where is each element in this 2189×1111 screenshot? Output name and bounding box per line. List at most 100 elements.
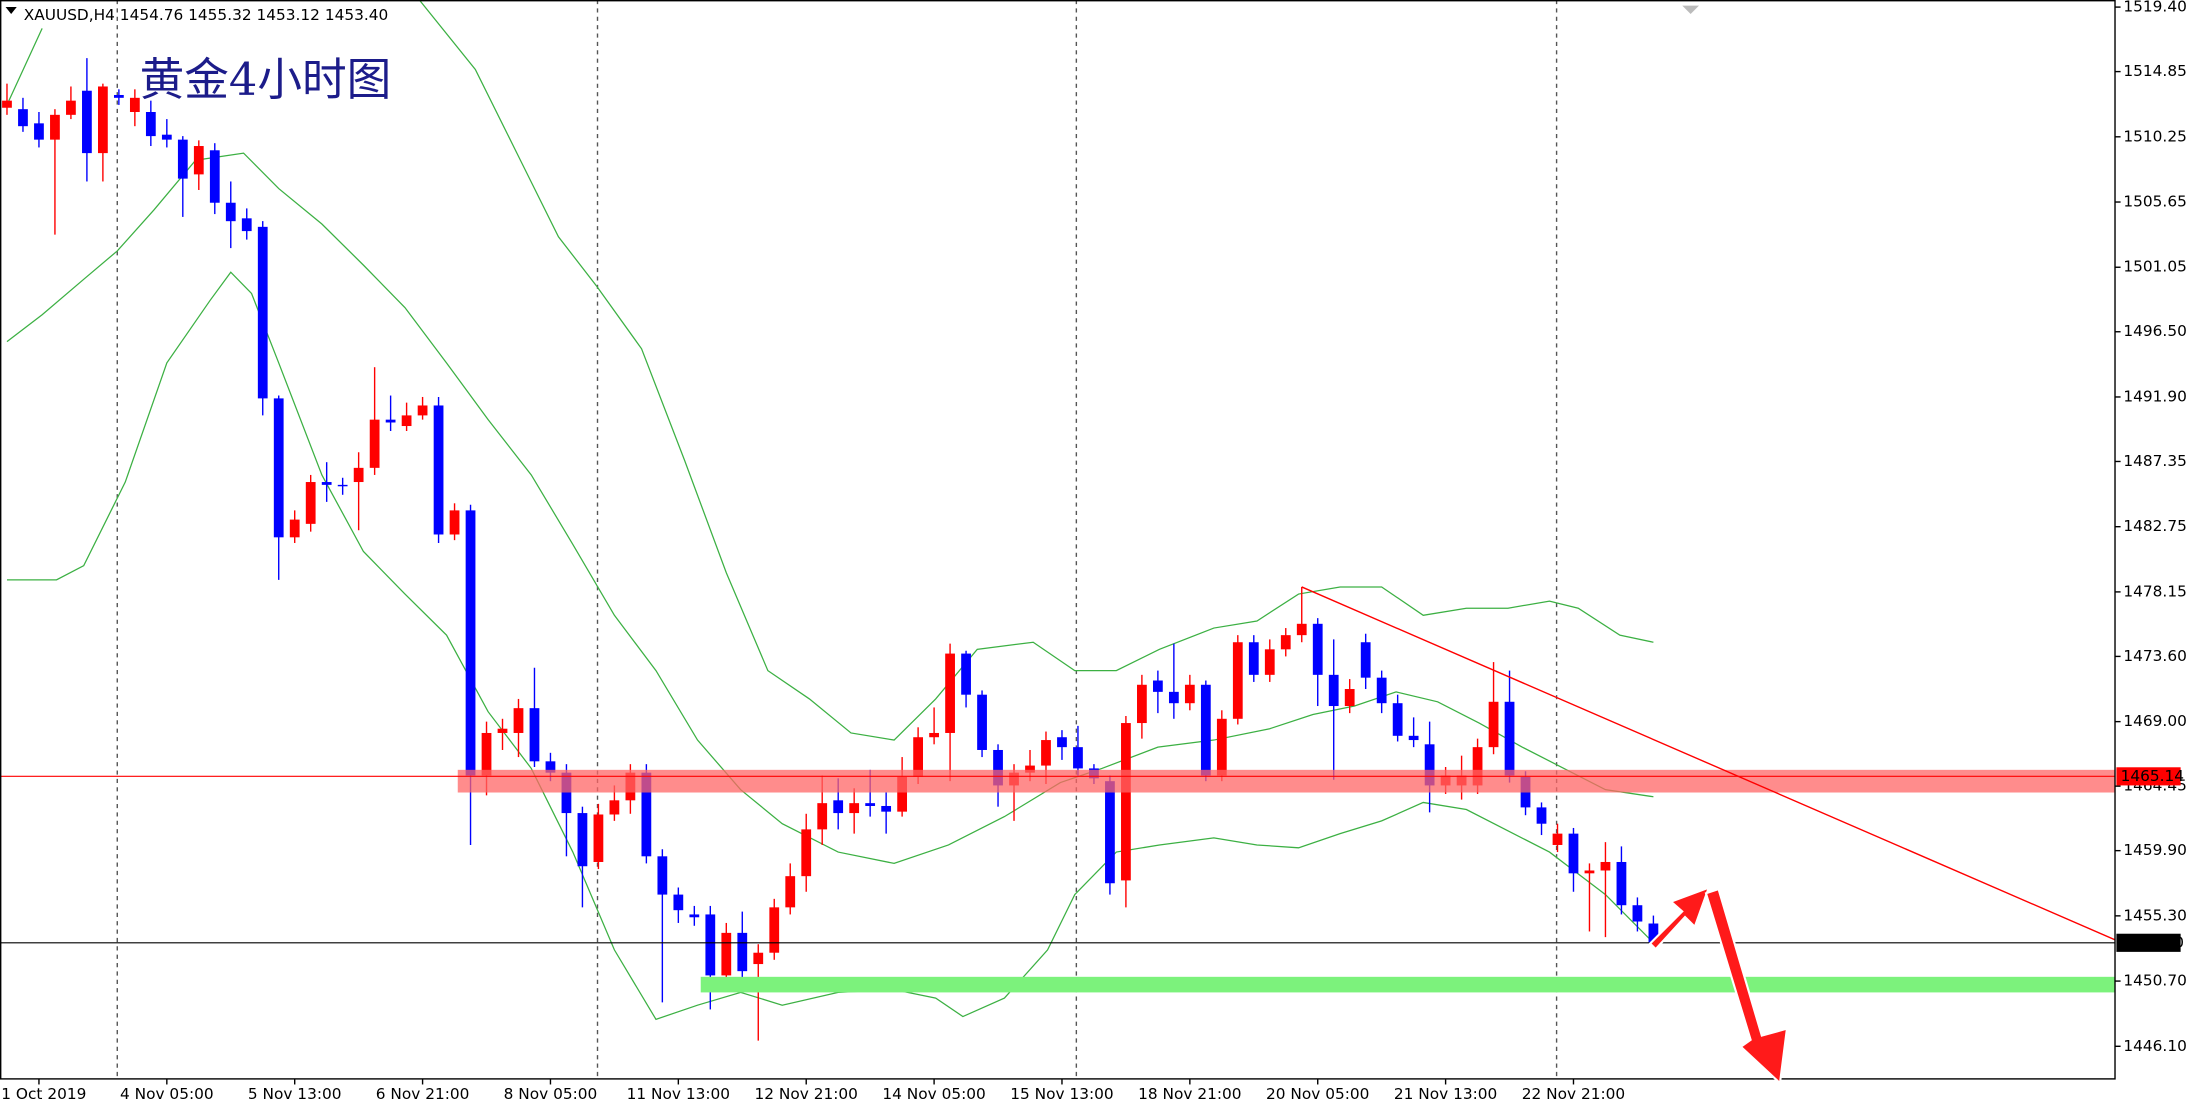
candle-body bbox=[177, 139, 188, 179]
candle-body bbox=[1105, 781, 1115, 884]
candle-body bbox=[385, 419, 396, 423]
candle-body bbox=[641, 772, 652, 857]
band-line bbox=[6, 0, 1654, 741]
candle-body bbox=[1121, 723, 1131, 881]
x-tick-label: 21 Nov 13:00 bbox=[1394, 1085, 1497, 1103]
candle-body bbox=[1137, 684, 1147, 724]
candle-body bbox=[945, 653, 955, 733]
y-tick-label: 1459.90 bbox=[2123, 841, 2186, 859]
candle-body bbox=[1328, 674, 1339, 707]
candle-body bbox=[417, 405, 428, 416]
y-tick-label: 1487.35 bbox=[2123, 452, 2186, 470]
candle-body bbox=[721, 932, 732, 976]
candle-body bbox=[50, 114, 60, 140]
candle-body bbox=[193, 146, 204, 175]
candle-body bbox=[1472, 747, 1483, 786]
candle-body bbox=[673, 894, 684, 911]
candle-body bbox=[561, 772, 572, 814]
candle-body bbox=[801, 829, 812, 877]
x-tick-label: 18 Nov 21:00 bbox=[1138, 1085, 1241, 1103]
y-tick-label: 1501.05 bbox=[2123, 258, 2186, 276]
candle-body bbox=[66, 100, 76, 115]
candle-body bbox=[289, 519, 300, 538]
candle-body bbox=[465, 510, 476, 776]
candle-body bbox=[1616, 861, 1627, 906]
candle-body bbox=[113, 94, 124, 98]
candle-body bbox=[82, 90, 92, 154]
candle-body bbox=[1488, 701, 1499, 748]
candle-body bbox=[18, 109, 28, 127]
candle-body bbox=[257, 226, 268, 399]
candle-body bbox=[881, 805, 892, 812]
candle-body bbox=[545, 761, 556, 773]
arrows bbox=[1648, 885, 1789, 1086]
price-tag-label: 1465.14 bbox=[2121, 767, 2184, 785]
candle-body bbox=[833, 800, 844, 814]
x-tick-label: 6 Nov 21:00 bbox=[376, 1085, 470, 1103]
candle-body bbox=[1296, 623, 1307, 636]
plot-frame bbox=[0, 0, 2116, 1080]
y-tick-label: 1496.50 bbox=[2123, 322, 2186, 340]
candle-body bbox=[817, 803, 828, 830]
price-tag bbox=[2116, 767, 2181, 786]
candle-body bbox=[1280, 635, 1291, 650]
y-tick-label: 1519.40 bbox=[2123, 0, 2186, 16]
arrow-up bbox=[1648, 885, 1711, 951]
band-line bbox=[6, 152, 1654, 865]
y-tick-label: 1491.90 bbox=[2123, 387, 2186, 405]
candle-body bbox=[1200, 684, 1211, 776]
candle-body bbox=[1057, 737, 1067, 748]
candle-body bbox=[897, 776, 908, 812]
y-tick-label: 1505.65 bbox=[2123, 193, 2186, 211]
candle-body bbox=[1025, 765, 1035, 773]
candle-body bbox=[1248, 642, 1259, 675]
candle-body bbox=[1584, 870, 1595, 874]
candle-body bbox=[1504, 701, 1515, 776]
candle-body bbox=[657, 856, 668, 895]
candle-body bbox=[161, 134, 172, 140]
candle-body bbox=[593, 814, 604, 862]
candle-body bbox=[1600, 861, 1611, 871]
annotation: 黄金4小时图 bbox=[140, 54, 392, 106]
candle-body bbox=[1360, 642, 1371, 678]
candle-body bbox=[1041, 740, 1051, 766]
candle-body bbox=[529, 708, 540, 762]
y-tick-label: 1482.75 bbox=[2123, 517, 2186, 535]
candle-body bbox=[609, 800, 620, 815]
scroll-marker bbox=[1682, 5, 1699, 14]
x-tick-label: 20 Nov 05:00 bbox=[1266, 1085, 1369, 1103]
candle-body bbox=[1073, 747, 1083, 769]
candle-body bbox=[849, 803, 860, 814]
y-tick-label: 1446.10 bbox=[2123, 1037, 2186, 1055]
x-tick-label: 8 Nov 05:00 bbox=[504, 1085, 598, 1103]
candle-body bbox=[401, 415, 412, 427]
candle-body bbox=[1152, 680, 1163, 692]
candle-body bbox=[1216, 718, 1227, 776]
x-tick-label: 11 Nov 13:00 bbox=[627, 1085, 730, 1103]
price-tag-label: 1453.40 bbox=[2121, 933, 2184, 951]
candle-body bbox=[369, 419, 380, 468]
candle-body bbox=[1648, 923, 1659, 943]
candle-body bbox=[225, 202, 236, 222]
candle-body bbox=[34, 123, 44, 140]
candle-body bbox=[1632, 905, 1643, 922]
candle-body bbox=[769, 907, 780, 953]
y-tick-label: 1478.15 bbox=[2123, 582, 2186, 600]
candle-body bbox=[913, 737, 923, 777]
plot-area bbox=[0, 0, 2116, 1079]
candle-body bbox=[1264, 649, 1275, 675]
candle-body bbox=[241, 218, 252, 232]
x-tick-label: 15 Nov 13:00 bbox=[1010, 1085, 1113, 1103]
candle-body bbox=[1376, 677, 1387, 704]
candle-body bbox=[209, 150, 220, 203]
candle-body bbox=[481, 732, 492, 776]
zone bbox=[457, 769, 2116, 793]
candle-body bbox=[737, 932, 748, 972]
candle-body bbox=[1424, 744, 1435, 786]
price-tag bbox=[2116, 933, 2181, 952]
candle-body bbox=[1536, 807, 1547, 824]
candle-body bbox=[993, 749, 1003, 786]
x-tick-label: 4 Nov 05:00 bbox=[120, 1085, 214, 1103]
